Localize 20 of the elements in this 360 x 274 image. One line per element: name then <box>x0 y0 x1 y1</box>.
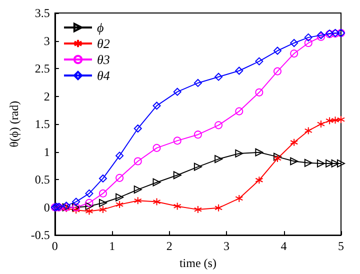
legend-label: θ4 <box>97 68 110 83</box>
x-tick-label: 4 <box>280 239 287 254</box>
y-tick-label: -0.5 <box>30 228 50 242</box>
legend-label: θ2 <box>97 36 110 51</box>
x-tick-label: 5 <box>338 239 344 254</box>
x-tick-label: 1 <box>109 239 116 254</box>
y-tick-label: 3.5 <box>34 6 50 20</box>
y-tick-label: 1.5 <box>34 117 50 132</box>
y-tick-label: 0.5 <box>34 172 50 187</box>
y-tick-label: 2 <box>44 89 50 104</box>
x-tick-label: 2 <box>166 239 172 254</box>
y-tick-label: 1 <box>44 144 50 159</box>
y-tick-label: 3 <box>44 34 50 48</box>
legend-label: ϕ <box>97 20 104 35</box>
legend-label: θ3 <box>97 52 110 67</box>
x-axis-title: time (s) <box>179 256 216 270</box>
y-tick-label: 2.5 <box>34 62 50 76</box>
y-tick-label: 0 <box>44 200 50 214</box>
x-tick-label: 3 <box>224 239 230 254</box>
y-axis-title: θ(ϕ) (rad) <box>7 100 21 148</box>
